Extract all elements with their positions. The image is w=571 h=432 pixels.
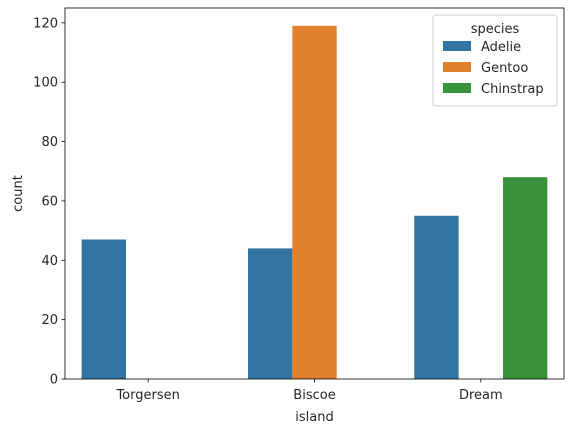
bars-group (81, 25, 548, 380)
legend-swatch-gentoo (443, 62, 471, 72)
bar-dream-adelie (414, 215, 459, 379)
legend-swatch-chinstrap (443, 83, 471, 93)
legend-title: species (471, 22, 520, 37)
y-tick-label: 60 (41, 194, 58, 209)
y-tick-label: 80 (41, 135, 58, 150)
x-tick-label: Torgersen (115, 388, 179, 403)
bar-torgersen-adelie (81, 239, 126, 379)
bar-biscoe-adelie (247, 248, 293, 379)
legend-swatch-adelie (443, 41, 471, 51)
x-axis-label: island (295, 410, 333, 425)
legend-items: Adelie Gentoo Chinstrap (443, 40, 544, 97)
axes-group: 0 20 40 60 80 100 120 Torgersen Biscoe Dream (33, 7, 565, 403)
legend-label-gentoo: Gentoo (481, 61, 528, 76)
legend-label-chinstrap: Chinstrap (481, 82, 544, 97)
y-tick-label: 40 (41, 254, 58, 269)
bar-biscoe-gentoo (292, 25, 337, 380)
x-tick-label: Biscoe (293, 388, 335, 403)
legend: species Adelie Gentoo Chinstrap (432, 14, 558, 107)
y-tick-label: 20 (41, 313, 58, 328)
bar-dream-chinstrap (503, 177, 548, 379)
legend-label-adelie: Adelie (481, 40, 521, 55)
x-tick-label: Dream (459, 388, 503, 403)
y-tick-label: 0 (50, 373, 58, 388)
y-tick-label: 100 (33, 76, 58, 91)
y-tick-label: 120 (33, 16, 58, 31)
y-axis-label: count (11, 175, 26, 212)
